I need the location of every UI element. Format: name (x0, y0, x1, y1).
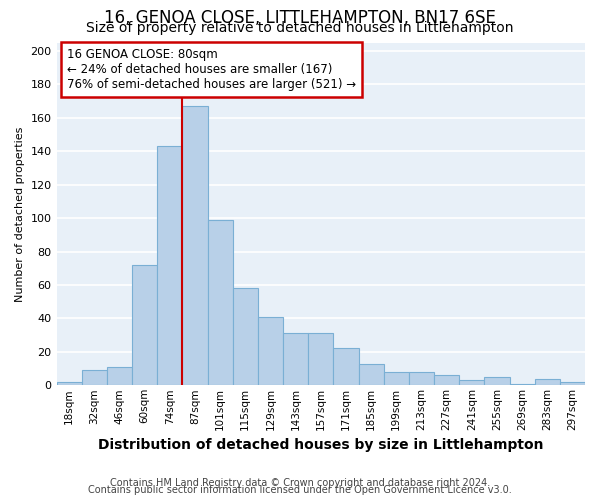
Bar (182, 106, 208, 386)
Bar (258, 316, 283, 386)
Bar (283, 334, 308, 386)
Bar (459, 380, 484, 386)
Text: Contains public sector information licensed under the Open Government Licence v3: Contains public sector information licen… (88, 485, 512, 495)
Text: Contains HM Land Registry data © Crown copyright and database right 2024.: Contains HM Land Registry data © Crown c… (110, 478, 490, 488)
Bar (535, 378, 560, 386)
Bar (359, 364, 383, 386)
Bar (434, 375, 459, 386)
Bar (560, 382, 585, 386)
Bar (308, 334, 334, 386)
Text: 16, GENOA CLOSE, LITTLEHAMPTON, BN17 6SE: 16, GENOA CLOSE, LITTLEHAMPTON, BN17 6SE (104, 9, 496, 27)
Bar (409, 372, 434, 386)
Bar (132, 265, 157, 386)
Bar (484, 377, 509, 386)
Text: Size of property relative to detached houses in Littlehampton: Size of property relative to detached ho… (86, 21, 514, 35)
Bar (509, 384, 535, 386)
Bar (56, 382, 82, 386)
Bar (157, 146, 182, 386)
Bar (82, 370, 107, 386)
Y-axis label: Number of detached properties: Number of detached properties (15, 126, 25, 302)
Text: 16 GENOA CLOSE: 80sqm
← 24% of detached houses are smaller (167)
76% of semi-det: 16 GENOA CLOSE: 80sqm ← 24% of detached … (67, 48, 356, 90)
Bar (208, 220, 233, 386)
Bar (383, 372, 409, 386)
Bar (334, 348, 359, 386)
Bar (233, 288, 258, 386)
X-axis label: Distribution of detached houses by size in Littlehampton: Distribution of detached houses by size … (98, 438, 544, 452)
Bar (107, 367, 132, 386)
